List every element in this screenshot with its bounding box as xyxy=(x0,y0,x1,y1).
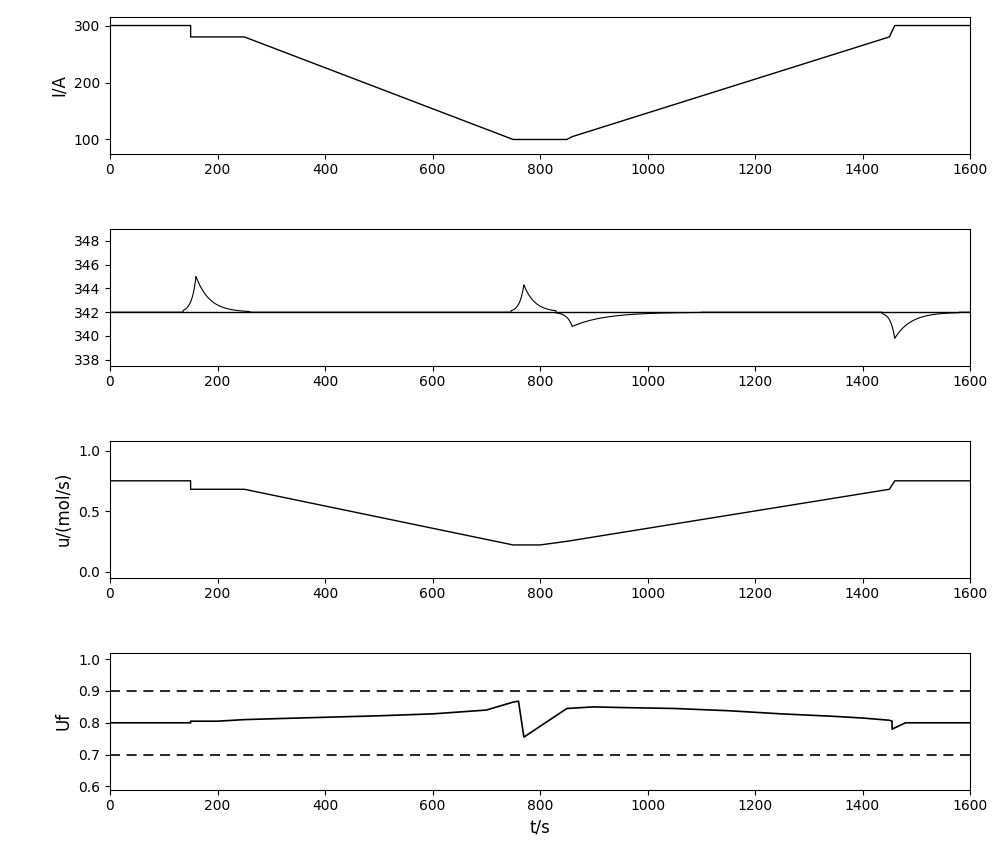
Y-axis label: I/A: I/A xyxy=(50,75,68,96)
Y-axis label: u/(mol/s): u/(mol/s) xyxy=(55,472,73,547)
Y-axis label: Uf: Uf xyxy=(55,712,73,730)
X-axis label: t/s: t/s xyxy=(530,818,550,837)
